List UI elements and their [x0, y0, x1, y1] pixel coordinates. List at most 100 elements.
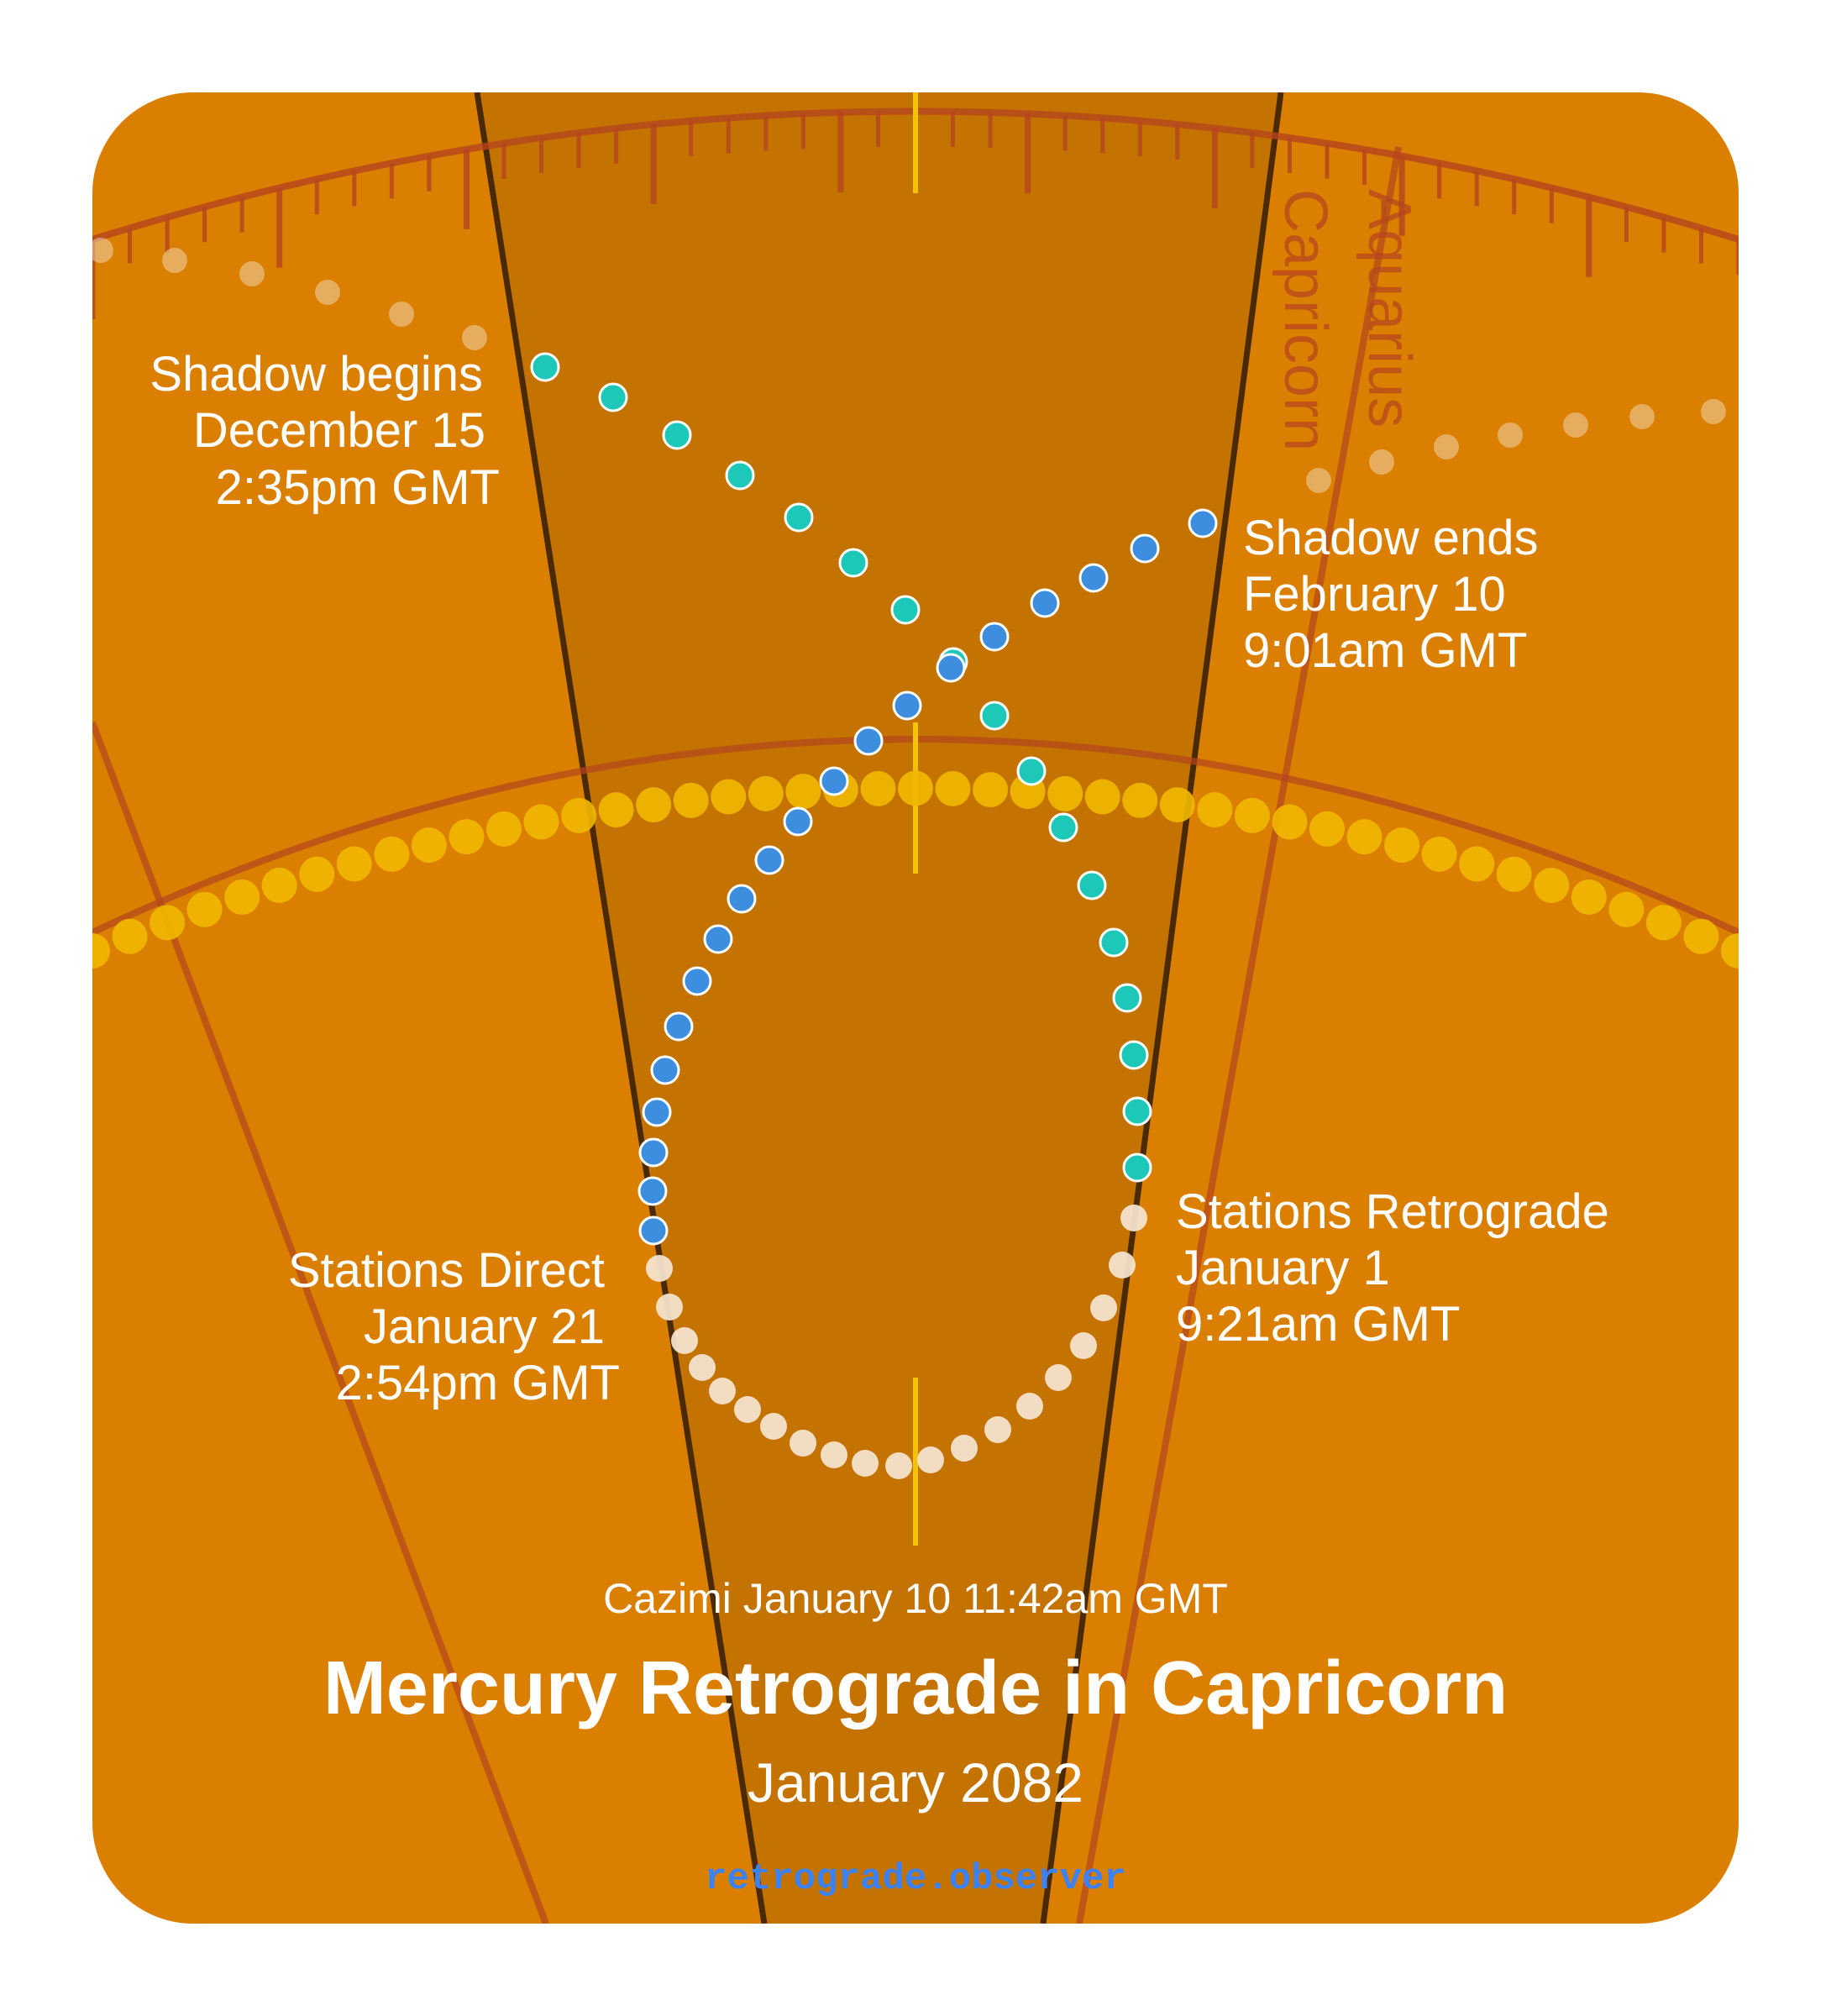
retrograde-dot — [709, 1378, 736, 1404]
stations-direct-time: 2:54pm GMT — [336, 1356, 620, 1410]
sun-path-dot — [561, 797, 597, 833]
retrograde-dot — [1070, 1332, 1097, 1359]
cazimi-caption: Cazimi January 10 11:42am GMT — [603, 1575, 1228, 1622]
band-edge-left — [474, 92, 768, 1924]
sun-path-dot — [411, 827, 447, 864]
sun-path-dot — [150, 905, 186, 941]
faint-dot — [162, 248, 187, 273]
sun-path-dot — [860, 770, 896, 806]
pre-shadow-dot — [725, 460, 755, 491]
stations-direct-title: Stations Direct — [288, 1243, 605, 1298]
post-shadow-dot — [727, 884, 757, 914]
post-shadow-dot — [1078, 563, 1109, 593]
pre-shadow-dot — [1048, 812, 1078, 843]
retrograde-dot — [734, 1396, 761, 1423]
retrograde-dot — [1016, 1393, 1043, 1420]
faint-dot — [1369, 449, 1394, 475]
sun-path-dot — [449, 819, 485, 855]
retrograde-dot — [689, 1354, 716, 1381]
retrograde-dot — [646, 1255, 673, 1282]
retrograde-dot — [790, 1430, 816, 1457]
sun-path-dot — [1047, 775, 1083, 811]
post-shadow-dot — [819, 766, 849, 796]
post-shadow-dot — [637, 1176, 668, 1206]
shadow-ends-title: Shadow ends — [1243, 511, 1538, 565]
sun-path-dot — [1234, 797, 1270, 833]
pre-shadow-dot — [1016, 756, 1047, 786]
sun-path-dot — [598, 792, 634, 828]
sign-label-aquarius: Aquarius — [1356, 189, 1423, 428]
pre-shadow-dot — [838, 548, 868, 578]
retrograde-dot — [671, 1327, 698, 1354]
sun-path-dot — [1571, 879, 1607, 915]
post-shadow-dot — [1188, 508, 1218, 538]
pre-shadow-dot — [1122, 1152, 1152, 1183]
faint-dot — [1306, 468, 1331, 493]
sun-path-dot — [1309, 811, 1345, 847]
sun-path-dot — [486, 811, 522, 847]
sun-path-dot — [748, 775, 784, 811]
sun-path-dot — [1197, 792, 1233, 828]
pre-shadow-dot — [1077, 870, 1107, 900]
shadow-begins-title: Shadow begins — [150, 347, 483, 402]
faint-dot — [1498, 423, 1523, 448]
sun-path-dot — [374, 836, 410, 872]
sun-path-dot — [636, 787, 672, 823]
sun-path-dot — [1534, 868, 1570, 903]
sun-path-dot — [336, 846, 372, 882]
pre-shadow-dot — [979, 701, 1010, 731]
faint-dot — [389, 302, 414, 327]
label-stations-retrograde: Stations Retrograde January 1 9:21am GMT — [1176, 1184, 1609, 1352]
sign-label-capricorn: Capricorn — [1272, 189, 1339, 451]
label-stations-direct: Stations Direct January 21 2:54pm GMT — [288, 1243, 620, 1410]
pre-shadow-dot — [784, 502, 814, 533]
retrograde-dot — [917, 1446, 944, 1473]
sun-path-dot — [1159, 787, 1195, 823]
post-shadow-dot — [703, 924, 733, 954]
sun-path-dot — [785, 774, 821, 810]
faint-dot — [1434, 434, 1459, 459]
faint-dot — [92, 238, 113, 263]
post-shadow-dot — [979, 622, 1010, 652]
sun-path-dot — [1683, 918, 1719, 954]
post-shadow-dot — [936, 653, 966, 683]
faint-dot — [1563, 412, 1588, 438]
band-edge-right — [1040, 92, 1284, 1924]
post-shadow-dot — [664, 1011, 694, 1042]
sun-path-dot — [1384, 827, 1420, 864]
sun-path-dot — [1496, 856, 1532, 892]
shadow-ends-time: 9:01am GMT — [1243, 623, 1527, 678]
sun-path-dot — [898, 770, 933, 806]
stations-retrograde-time: 9:21am GMT — [1176, 1297, 1460, 1352]
site-link[interactable]: retrograde.observer — [705, 1858, 1126, 1900]
retrograde-dot — [984, 1416, 1011, 1443]
label-shadow-begins: Shadow begins December 15 2:35pm GMT — [150, 347, 500, 515]
faint-dot — [1629, 404, 1655, 429]
sun-path-dot — [1346, 819, 1382, 855]
retrograde-band — [477, 92, 1281, 1924]
post-shadow-dot — [853, 726, 884, 756]
sun-path-dot — [92, 933, 110, 969]
pre-shadow-dot — [1119, 1040, 1149, 1070]
sun-path-dot — [1421, 836, 1457, 872]
page-subtitle: January 2082 — [748, 1751, 1083, 1814]
pre-shadow-dot — [598, 382, 628, 412]
faint-orbit-dots — [92, 238, 1726, 493]
sun-path-dot — [973, 772, 1009, 808]
sun-path-dot — [299, 856, 335, 892]
post-shadow-dot — [783, 806, 813, 837]
stations-retrograde-title: Stations Retrograde — [1176, 1184, 1609, 1239]
sun-path-dot — [1645, 905, 1681, 941]
shadow-begins-date: December 15 — [193, 403, 485, 458]
post-shadow-dot — [1030, 588, 1060, 618]
sun-path-dot — [261, 868, 297, 903]
post-shadow-dot — [650, 1055, 680, 1085]
sun-path-dot — [1608, 891, 1645, 927]
sun-path-dot — [711, 779, 747, 815]
faint-dot — [1701, 399, 1726, 424]
retrograde-dot — [1109, 1252, 1136, 1278]
retrograde-dot — [656, 1294, 683, 1320]
stations-retrograde-date: January 1 — [1176, 1241, 1390, 1295]
sign-boundary-capricorn-aquarius — [1076, 146, 1402, 1924]
sun-path-dot — [224, 879, 260, 915]
